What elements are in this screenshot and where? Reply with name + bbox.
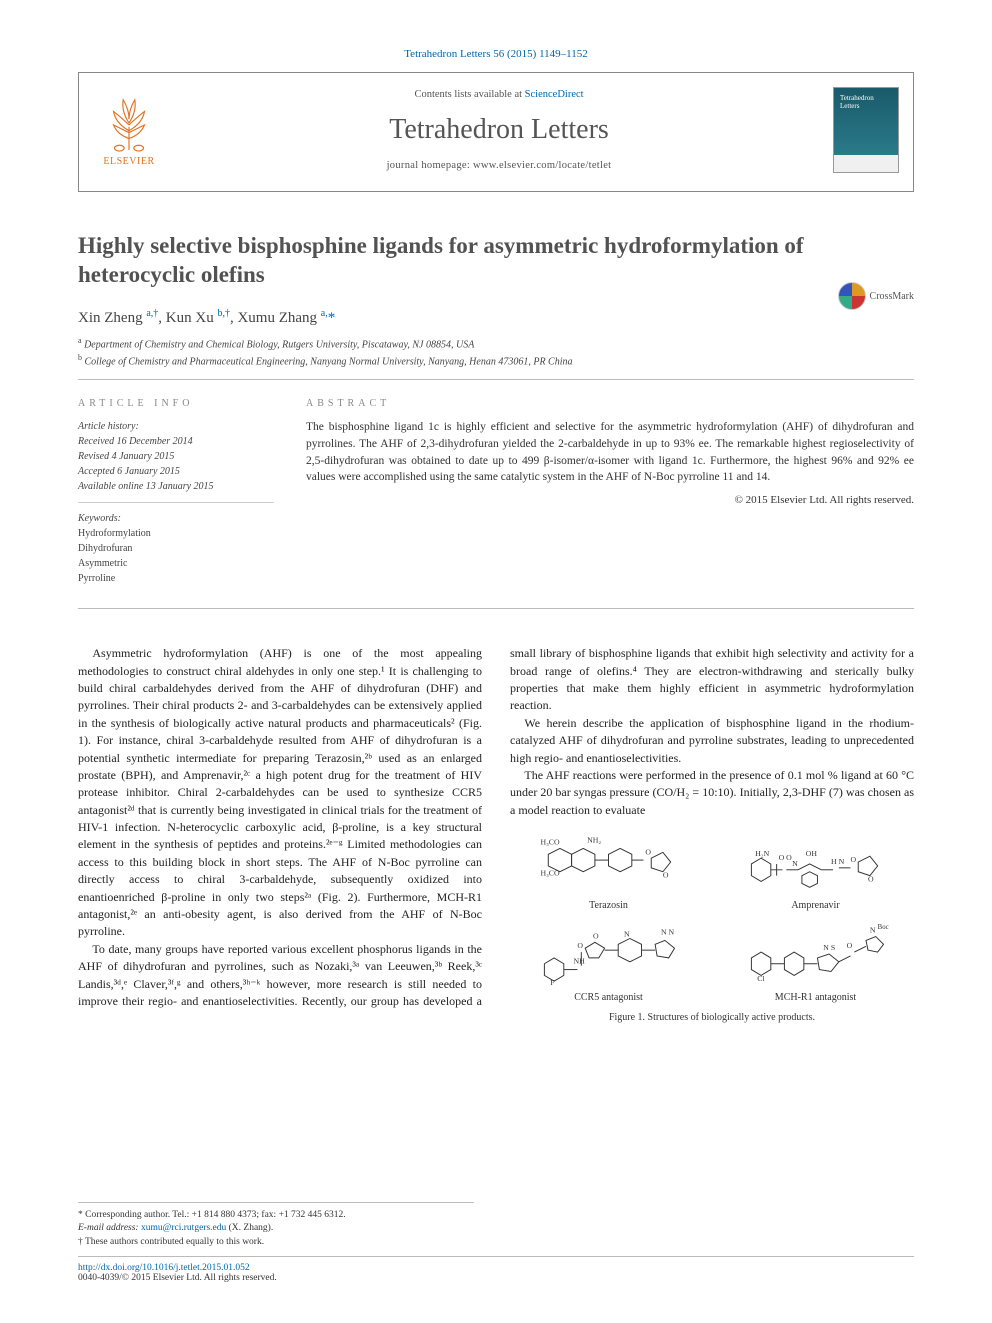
- crossmark-badge[interactable]: CrossMark: [838, 282, 914, 310]
- body-columns: Asymmetric hydroformylation (AHF) is one…: [78, 645, 914, 1025]
- elsevier-tree-icon: [100, 94, 158, 152]
- molecule-structure-icon: H₂N O O N OH H N O O: [717, 829, 914, 897]
- svg-text:O: O: [593, 931, 599, 940]
- contents-line: Contents lists available at ScienceDirec…: [165, 89, 833, 100]
- crossmark-label: CrossMark: [870, 291, 914, 302]
- keyword: Hydroformylation: [78, 528, 151, 539]
- body-paragraph: The AHF reactions were performed in the …: [510, 767, 914, 819]
- svg-text:N: N: [870, 925, 876, 934]
- keyword: Pyrroline: [78, 573, 115, 584]
- journal-name: Tetrahedron Letters: [165, 114, 833, 146]
- email-line: E-mail address: xumu@rci.rutgers.edu (X.…: [78, 1222, 474, 1235]
- molecule-label: MCH-R1 antagonist: [775, 991, 856, 1006]
- svg-text:Cl: Cl: [757, 974, 764, 983]
- svg-text:H₃CO: H₃CO: [541, 837, 560, 846]
- svg-text:Boc: Boc: [878, 923, 889, 930]
- abstract-copyright: © 2015 Elsevier Ltd. All rights reserved…: [306, 494, 914, 506]
- publisher-logo[interactable]: ELSEVIER: [93, 94, 165, 167]
- svg-text:F: F: [550, 978, 555, 987]
- authors: Xin Zheng a,†, Kun Xu b,†, Xumu Zhang a,…: [78, 308, 914, 327]
- homepage-line: journal homepage: www.elsevier.com/locat…: [165, 160, 833, 171]
- publisher-name: ELSEVIER: [103, 156, 154, 167]
- abstract-heading: ABSTRACT: [306, 398, 914, 409]
- article-info-row: ARTICLE INFO Article history: Received 1…: [78, 398, 914, 609]
- molecule-label: Terazosin: [589, 899, 628, 914]
- molecule-structure-icon: H₃CO H₃CO NH₂ O O: [510, 829, 707, 897]
- keyword: Dihydrofuran: [78, 543, 132, 554]
- page-footer: http://dx.doi.org/10.1016/j.tetlet.2015.…: [78, 1256, 914, 1283]
- abstract-text: The bisphosphine ligand 1c is highly eff…: [306, 419, 914, 486]
- svg-text:N S: N S: [823, 943, 835, 952]
- svg-text:N N: N N: [661, 927, 675, 936]
- svg-text:OH: OH: [806, 849, 818, 858]
- corresponding-note: * Corresponding author. Tel.: +1 814 880…: [78, 1209, 474, 1222]
- svg-text:O: O: [577, 941, 583, 950]
- svg-text:NH: NH: [574, 956, 586, 965]
- affiliation-a: a Department of Chemistry and Chemical B…: [78, 335, 914, 352]
- svg-text:O: O: [663, 870, 669, 879]
- figure-1: H₃CO H₃CO NH₂ O O Terazosin: [510, 827, 914, 1026]
- molecule-ccr5: F NH O O N N N CCR5 a: [510, 919, 707, 1005]
- journal-cover-thumbnail[interactable]: [833, 87, 899, 173]
- history-label: Article history:: [78, 419, 274, 434]
- keyword: Asymmetric: [78, 558, 127, 569]
- history-received: Received 16 December 2014: [78, 436, 193, 447]
- keywords-label: Keywords:: [78, 511, 274, 526]
- svg-text:N: N: [792, 858, 798, 867]
- molecule-structure-icon: F NH O O N N N: [510, 921, 707, 989]
- svg-text:O: O: [868, 874, 874, 883]
- svg-text:O: O: [847, 941, 853, 950]
- molecule-mchr1: Cl N S O N Boc MCH-R1 antagonist: [717, 919, 914, 1005]
- affiliation-b: b College of Chemistry and Pharmaceutica…: [78, 352, 914, 369]
- crossmark-icon: [838, 282, 866, 310]
- homepage-url[interactable]: www.elsevier.com/locate/tetlet: [473, 160, 611, 171]
- doi-link[interactable]: http://dx.doi.org/10.1016/j.tetlet.2015.…: [78, 1263, 250, 1273]
- journal-ref-link[interactable]: Tetrahedron Letters 56 (2015) 1149–1152: [404, 48, 588, 60]
- svg-text:O: O: [645, 847, 651, 856]
- email-link[interactable]: xumu@rci.rutgers.edu: [141, 1223, 226, 1233]
- article-history: Article history: Received 16 December 20…: [78, 419, 274, 503]
- molecule-terazosin: H₃CO H₃CO NH₂ O O Terazosin: [510, 827, 707, 913]
- history-online: Available online 13 January 2015: [78, 481, 214, 492]
- article-info-heading: ARTICLE INFO: [78, 398, 274, 409]
- svg-text:H N: H N: [831, 857, 845, 866]
- sciencedirect-link[interactable]: ScienceDirect: [525, 89, 584, 100]
- svg-text:O: O: [850, 855, 856, 864]
- molecule-label: CCR5 antagonist: [574, 991, 643, 1006]
- svg-text:N: N: [624, 929, 630, 938]
- molecule-amprenavir: H₂N O O N OH H N O O: [717, 827, 914, 913]
- svg-text:H₂N: H₂N: [755, 849, 769, 858]
- body-paragraph: Asymmetric hydroformylation (AHF) is one…: [78, 645, 482, 941]
- molecule-structure-icon: Cl N S O N Boc: [717, 921, 914, 989]
- svg-text:H₃CO: H₃CO: [541, 868, 560, 877]
- svg-text:O O: O O: [779, 853, 793, 862]
- history-revised: Revised 4 January 2015: [78, 451, 174, 462]
- issn-copyright: 0040-4039/© 2015 Elsevier Ltd. All right…: [78, 1273, 277, 1283]
- body-paragraph: We herein describe the application of bi…: [510, 715, 914, 767]
- molecule-label: Amprenavir: [791, 899, 839, 914]
- figure-caption: Figure 1. Structures of biologically act…: [510, 1011, 914, 1026]
- svg-text:NH₂: NH₂: [587, 835, 601, 844]
- article-title: Highly selective bisphosphine ligands fo…: [78, 232, 914, 290]
- equal-contrib-note: † These authors contributed equally to t…: [78, 1236, 474, 1249]
- journal-reference: Tetrahedron Letters 56 (2015) 1149–1152: [78, 48, 914, 60]
- affiliations: a Department of Chemistry and Chemical B…: [78, 335, 914, 381]
- masthead: ELSEVIER Contents lists available at Sci…: [78, 72, 914, 192]
- keywords-block: Keywords: Hydroformylation Dihydrofuran …: [78, 511, 274, 586]
- history-accepted: Accepted 6 January 2015: [78, 466, 180, 477]
- footnotes: * Corresponding author. Tel.: +1 814 880…: [78, 1202, 474, 1249]
